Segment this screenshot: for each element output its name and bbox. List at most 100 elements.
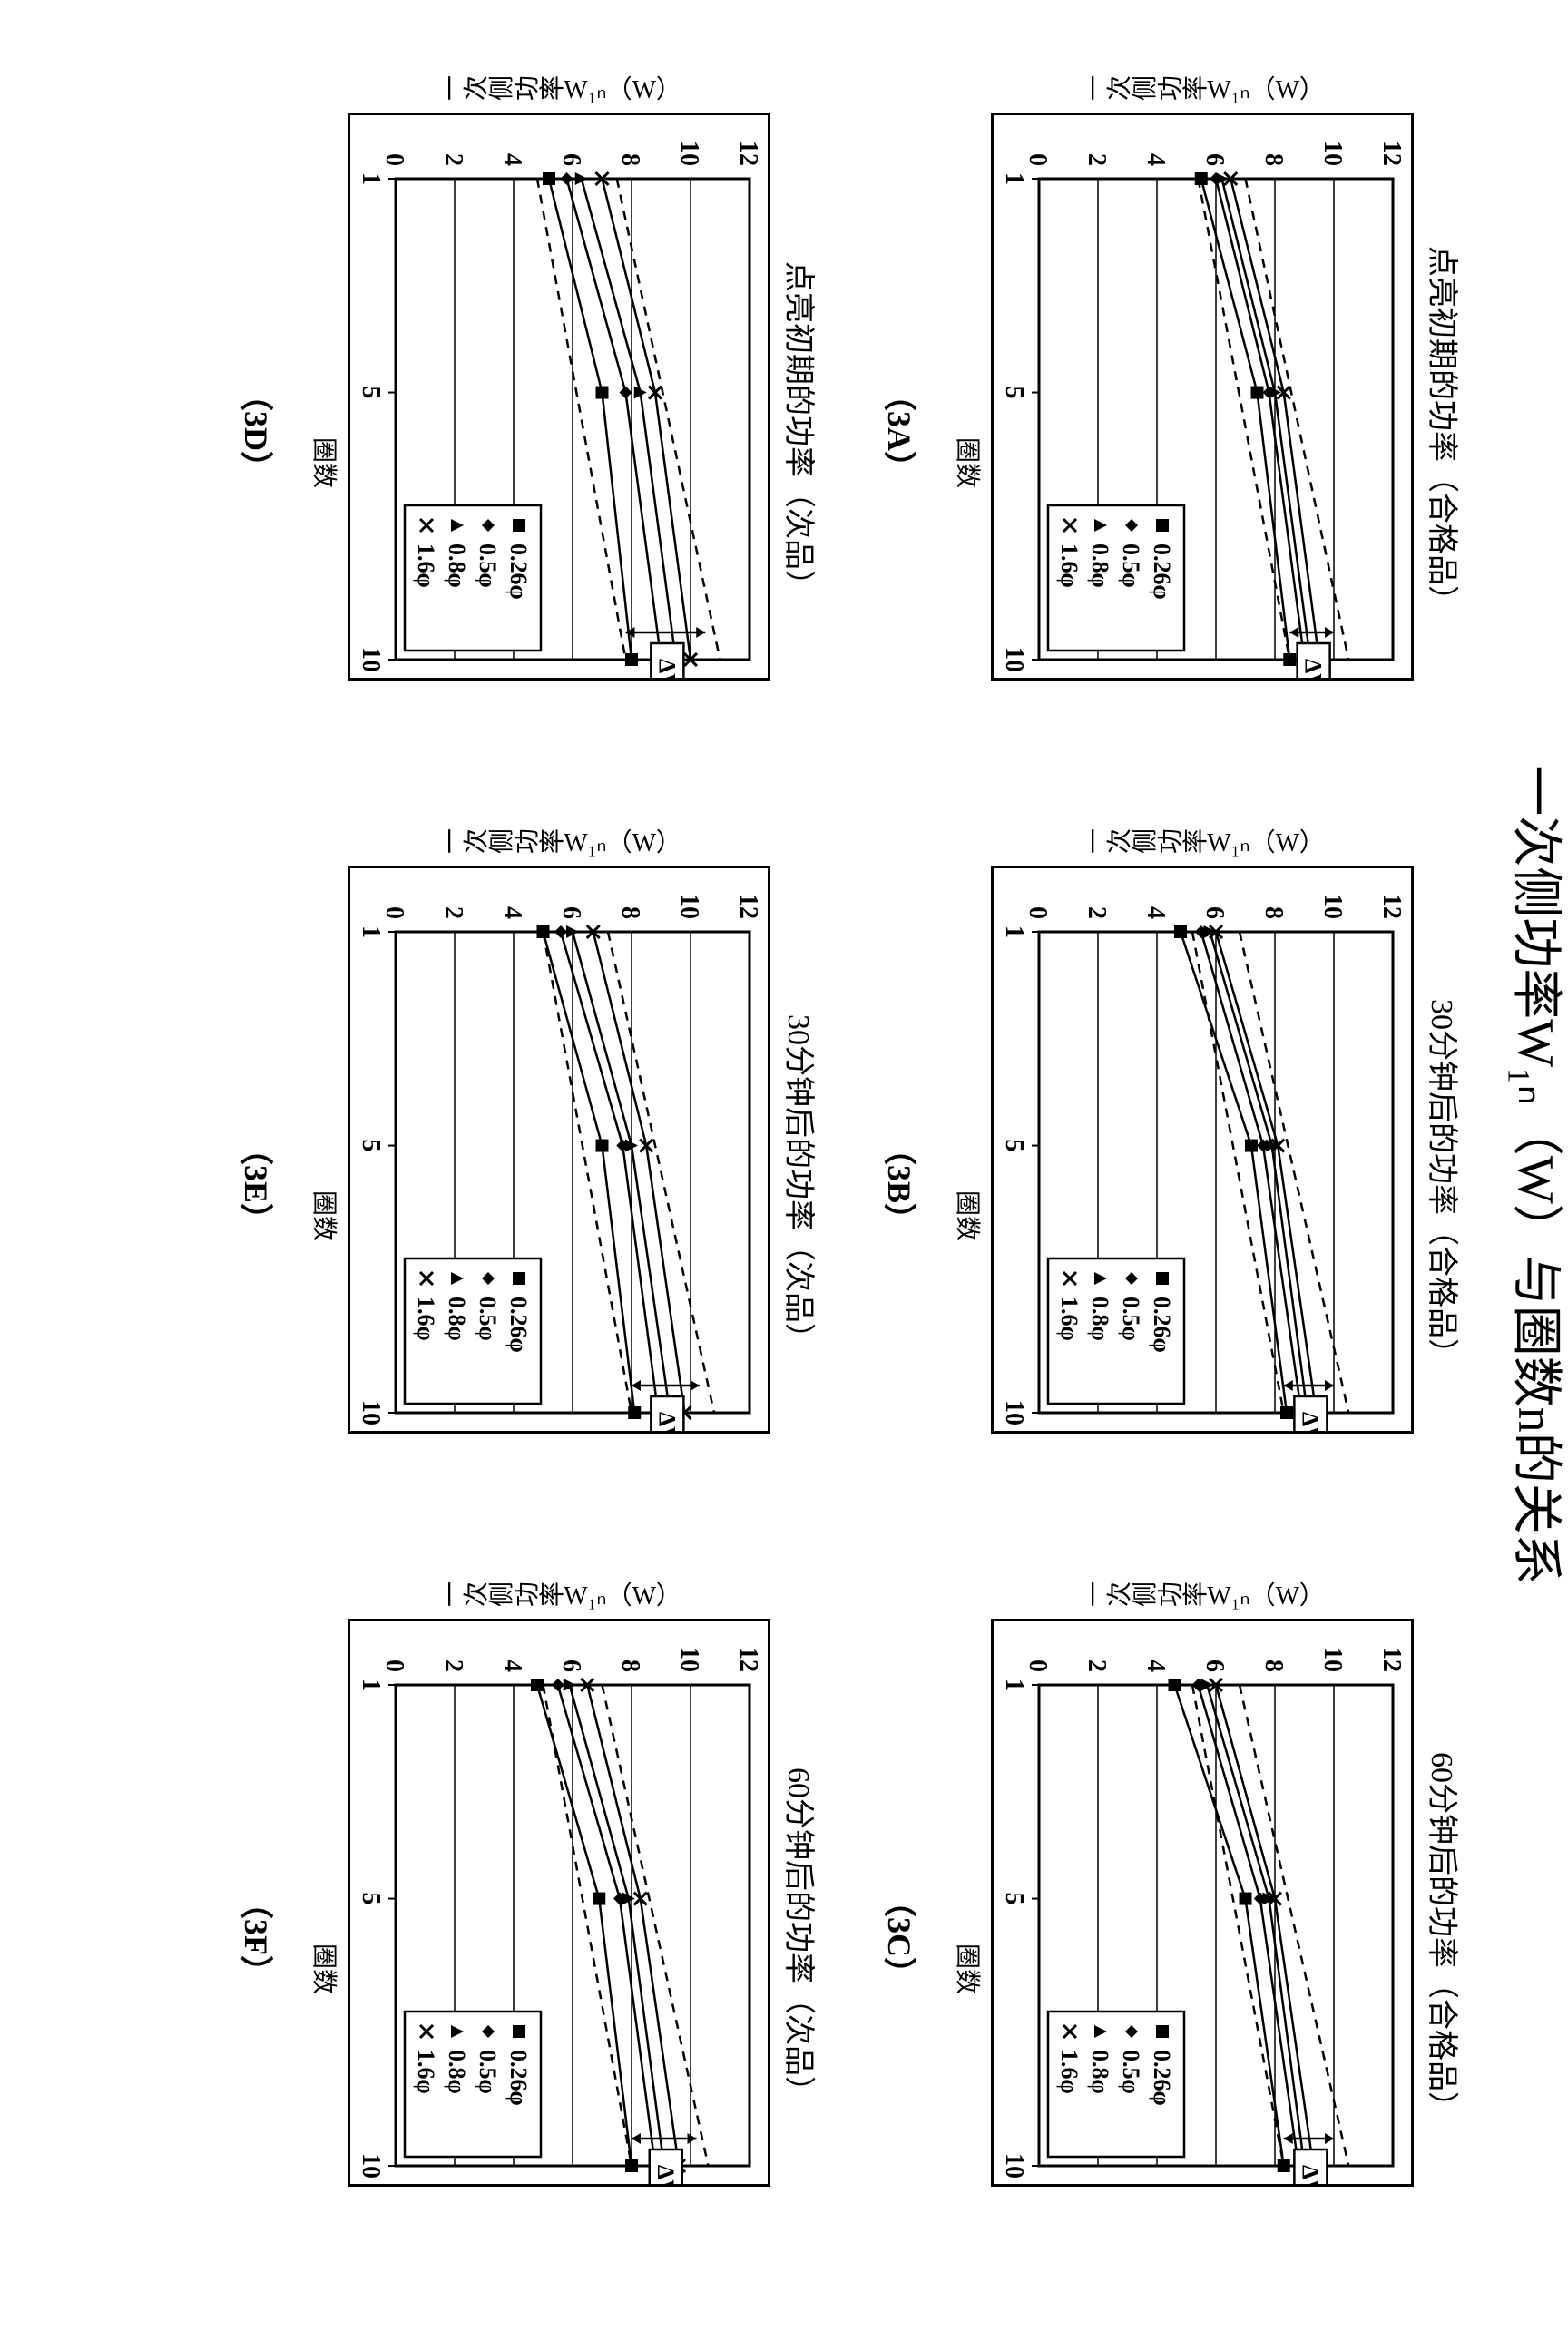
svg-text:0.8φ: 0.8φ <box>1087 543 1113 588</box>
svg-text:0.26φ: 0.26φ <box>505 543 532 600</box>
y-axis-label: 一次侧功率W₁ₙ（W） <box>1080 826 1325 862</box>
svg-text:ΔW: ΔW <box>1297 1412 1323 1434</box>
svg-text:8: 8 <box>1259 1660 1288 1672</box>
svg-text:2: 2 <box>1083 1660 1111 1672</box>
svg-text:0: 0 <box>380 906 408 919</box>
svg-text:12: 12 <box>1377 141 1406 166</box>
svg-text:2: 2 <box>439 1660 467 1672</box>
svg-text:6: 6 <box>1200 906 1229 919</box>
svg-text:0: 0 <box>380 153 408 166</box>
svg-text:ΔW: ΔW <box>652 2165 679 2187</box>
svg-text:ΔW: ΔW <box>653 659 680 681</box>
svg-text:10: 10 <box>1000 2153 1028 2179</box>
y-axis-label: 一次侧功率W₁ₙ（W） <box>1080 73 1325 109</box>
svg-text:1.6φ: 1.6φ <box>1056 2050 1083 2094</box>
svg-text:0.26φ: 0.26φ <box>1149 2050 1175 2106</box>
panel-title: 30分钟后的功率（次品） <box>779 1014 824 1354</box>
svg-text:2: 2 <box>439 153 467 166</box>
svg-text:0.5φ: 0.5φ <box>475 543 501 588</box>
svg-text:5: 5 <box>1000 1893 1028 1905</box>
svg-text:10: 10 <box>357 1400 385 1425</box>
svg-text:8: 8 <box>1259 906 1288 919</box>
panel-title: 点亮初期的功率（次品） <box>779 261 824 601</box>
svg-text:8: 8 <box>616 906 644 919</box>
svg-text:6: 6 <box>557 153 585 166</box>
svg-text:0.26φ: 0.26φ <box>1149 543 1175 600</box>
main-title: 一次侧功率W₁ₙ（W）与圈数n的关系 <box>1504 36 1568 2314</box>
svg-text:6: 6 <box>1200 153 1229 166</box>
figure-label: （3B） <box>878 1132 926 1236</box>
svg-text:12: 12 <box>734 1647 762 1672</box>
svg-text:0.8φ: 0.8φ <box>1087 1297 1113 1341</box>
panel-title: 60分钟后的功率（合格品） <box>1423 1752 1467 2122</box>
svg-text:0.5φ: 0.5φ <box>475 1297 501 1341</box>
svg-text:2: 2 <box>439 906 467 919</box>
x-axis-label: 圈数 <box>308 1190 344 1241</box>
x-axis-label: 圈数 <box>951 437 987 488</box>
panel-title: 点亮初期的功率（合格品） <box>1423 246 1467 616</box>
svg-text:8: 8 <box>616 1660 644 1672</box>
svg-text:8: 8 <box>616 153 644 166</box>
figure-label: （3E） <box>235 1132 282 1236</box>
svg-text:12: 12 <box>1377 894 1406 919</box>
svg-text:5: 5 <box>1000 1140 1028 1152</box>
y-axis-label: 一次侧功率W₁ₙ（W） <box>436 73 681 109</box>
svg-text:0: 0 <box>380 1660 408 1672</box>
panel-3E: 30分钟后的功率（次品） 一次侧功率W₁ₙ（W） 0246810121510ΔW… <box>235 826 824 1542</box>
svg-text:2: 2 <box>1083 153 1111 166</box>
panel-title: 30分钟后的功率（合格品） <box>1423 999 1467 1369</box>
svg-text:5: 5 <box>357 1893 385 1905</box>
svg-text:10: 10 <box>1318 141 1347 166</box>
svg-text:1.6φ: 1.6φ <box>413 543 439 588</box>
x-axis-label: 圈数 <box>951 1190 987 1241</box>
svg-text:0.26φ: 0.26φ <box>505 2050 532 2106</box>
panel-3D: 点亮初期的功率（次品） 一次侧功率W₁ₙ（W） 0246810121510ΔW0… <box>235 73 824 789</box>
y-axis-label: 一次侧功率W₁ₙ（W） <box>1080 1579 1325 1615</box>
x-axis-label: 圈数 <box>951 1944 987 1994</box>
svg-text:12: 12 <box>1377 1647 1406 1672</box>
svg-text:0.5φ: 0.5φ <box>1118 543 1144 588</box>
svg-text:0: 0 <box>1024 1660 1052 1672</box>
svg-text:10: 10 <box>1000 647 1028 672</box>
svg-text:ΔW: ΔW <box>1297 2165 1323 2187</box>
svg-text:0: 0 <box>1024 153 1052 166</box>
svg-text:1: 1 <box>1000 925 1028 938</box>
svg-text:1: 1 <box>1000 1679 1028 1691</box>
svg-text:4: 4 <box>498 906 526 919</box>
svg-text:6: 6 <box>1200 1660 1229 1672</box>
chart-3C: 0246810121510ΔW0.26φ0.5φ0.8φ1.6φ <box>991 1619 1414 2187</box>
svg-text:4: 4 <box>498 153 526 166</box>
svg-text:4: 4 <box>1142 906 1170 919</box>
figure-label: （3A） <box>878 378 926 484</box>
svg-text:6: 6 <box>557 1660 585 1672</box>
panel-3A: 点亮初期的功率（合格品） 一次侧功率W₁ₙ（W） 0246810121510ΔW… <box>878 73 1467 789</box>
chart-3D: 0246810121510ΔW0.26φ0.5φ0.8φ1.6φ <box>348 113 770 681</box>
svg-text:0: 0 <box>1024 906 1052 919</box>
x-axis-label: 圈数 <box>308 437 344 488</box>
svg-text:0.5φ: 0.5φ <box>1118 2050 1144 2094</box>
svg-text:1.6φ: 1.6φ <box>1056 543 1083 588</box>
svg-text:8: 8 <box>1259 153 1288 166</box>
svg-text:0.8φ: 0.8φ <box>1087 2050 1113 2094</box>
svg-text:5: 5 <box>1000 387 1028 399</box>
svg-text:1: 1 <box>357 1679 385 1691</box>
figure-label: （3C） <box>878 1885 926 1990</box>
svg-text:10: 10 <box>1318 894 1347 919</box>
svg-text:12: 12 <box>734 894 762 919</box>
svg-text:4: 4 <box>1142 153 1170 166</box>
chart-3F: 0246810121510ΔW0.26φ0.5φ0.8φ1.6φ <box>348 1619 770 2187</box>
svg-text:10: 10 <box>675 141 703 166</box>
svg-text:1: 1 <box>1000 172 1028 185</box>
figure-label: （3F） <box>235 1886 282 1988</box>
x-axis-label: 圈数 <box>308 1944 344 1994</box>
svg-text:0.5φ: 0.5φ <box>1118 1297 1144 1341</box>
svg-text:4: 4 <box>1142 1660 1170 1672</box>
svg-text:0.8φ: 0.8φ <box>444 2050 470 2094</box>
panel-3C: 60分钟后的功率（合格品） 一次侧功率W₁ₙ（W） 0246810121510Δ… <box>878 1579 1467 2296</box>
svg-text:0.26φ: 0.26φ <box>1149 1297 1175 1353</box>
svg-text:0.8φ: 0.8φ <box>444 543 470 588</box>
svg-text:2: 2 <box>1083 906 1111 919</box>
svg-text:10: 10 <box>1000 1400 1028 1425</box>
svg-text:6: 6 <box>557 906 585 919</box>
svg-text:0.5φ: 0.5φ <box>475 2050 501 2094</box>
